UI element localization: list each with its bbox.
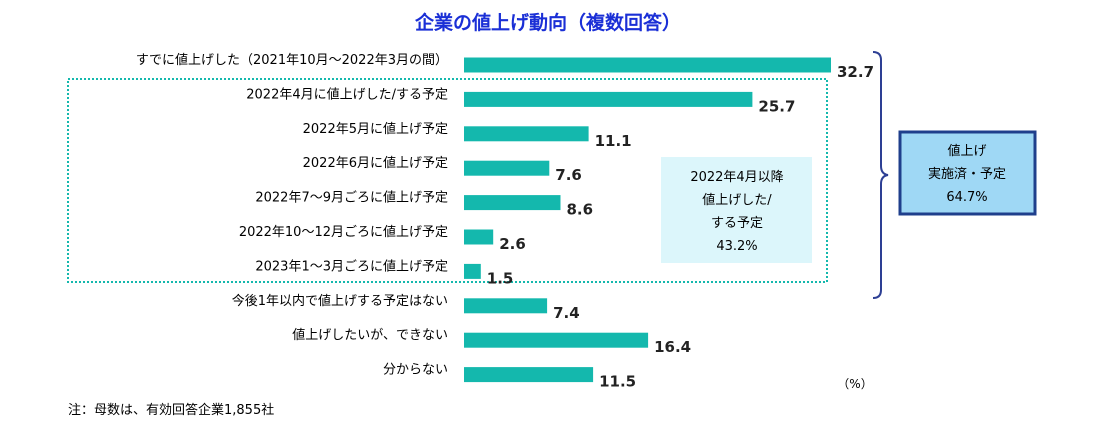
category-label: 値上げしたいが、できない [292, 327, 448, 343]
value-labels-group: 32.7 25.7 11.1 7.6 8.6 2.6 1.5 7.4 16.4 11.5 [487, 63, 874, 391]
category-label: 2022年5月に値上げ予定 [303, 121, 448, 137]
category-label: 2022年10～12月ごろに値上げ予定 [239, 224, 448, 240]
value-label: 7.4 [553, 304, 580, 322]
value-label: 8.6 [567, 201, 594, 219]
callout-inner-line-1: 2022年4月以降 [690, 170, 783, 185]
category-label: 分からない [383, 363, 448, 378]
category-label: 2022年6月に値上げ予定 [303, 155, 448, 171]
callout-outer-line-1: 値上げ [947, 143, 986, 159]
bars-group [464, 57, 831, 383]
value-label: 25.7 [758, 97, 795, 115]
bar [464, 229, 494, 245]
bar [464, 126, 589, 142]
dotted-group-box [67, 78, 828, 283]
bar [464, 263, 481, 279]
category-label: 2022年7～9月ごろに値上げ予定 [255, 190, 448, 206]
value-label: 32.7 [837, 63, 874, 81]
category-labels-group: すでに値上げした（2021年10月～2022年3月の間） 2022年4月に値上げし… [136, 52, 448, 378]
right-bracket [872, 51, 889, 299]
bar [464, 160, 550, 176]
unit-label: （%） [837, 377, 872, 391]
value-label: 2.6 [499, 235, 526, 253]
bar [464, 298, 548, 314]
callout-inner-line-3: する予定 [711, 216, 763, 231]
callout-outer-box [898, 130, 1037, 216]
value-label: 7.6 [555, 166, 582, 184]
category-label: 2023年1～3月ごろに値上げ予定 [255, 258, 448, 274]
value-label: 16.4 [654, 338, 691, 356]
bar [464, 332, 649, 348]
bar [464, 57, 831, 73]
category-label: 2022年4月に値上げした/する予定 [246, 86, 448, 102]
chart-title: 企業の値上げ動向（複数回答） [414, 11, 681, 34]
callout-outer-line-3: 64.7% [946, 190, 987, 205]
callout-inner-line-4: 43.2% [716, 239, 757, 254]
value-label: 1.5 [487, 269, 514, 287]
bar [464, 91, 753, 107]
bar [464, 367, 594, 383]
value-label: 11.1 [595, 132, 632, 150]
callout-inner-line-2: 値上げした/ [702, 192, 772, 208]
value-label: 11.5 [599, 373, 636, 391]
bar [464, 195, 561, 211]
callout-outer-line-2: 実施済・予定 [928, 166, 1006, 182]
footnote: 注：母数は、有効回答企業1,855社 [68, 402, 274, 418]
callout-inner-box [661, 157, 812, 263]
category-label: すでに値上げした（2021年10月～2022年3月の間） [136, 52, 448, 68]
category-label: 今後1年以内で値上げする予定はない [232, 293, 448, 309]
